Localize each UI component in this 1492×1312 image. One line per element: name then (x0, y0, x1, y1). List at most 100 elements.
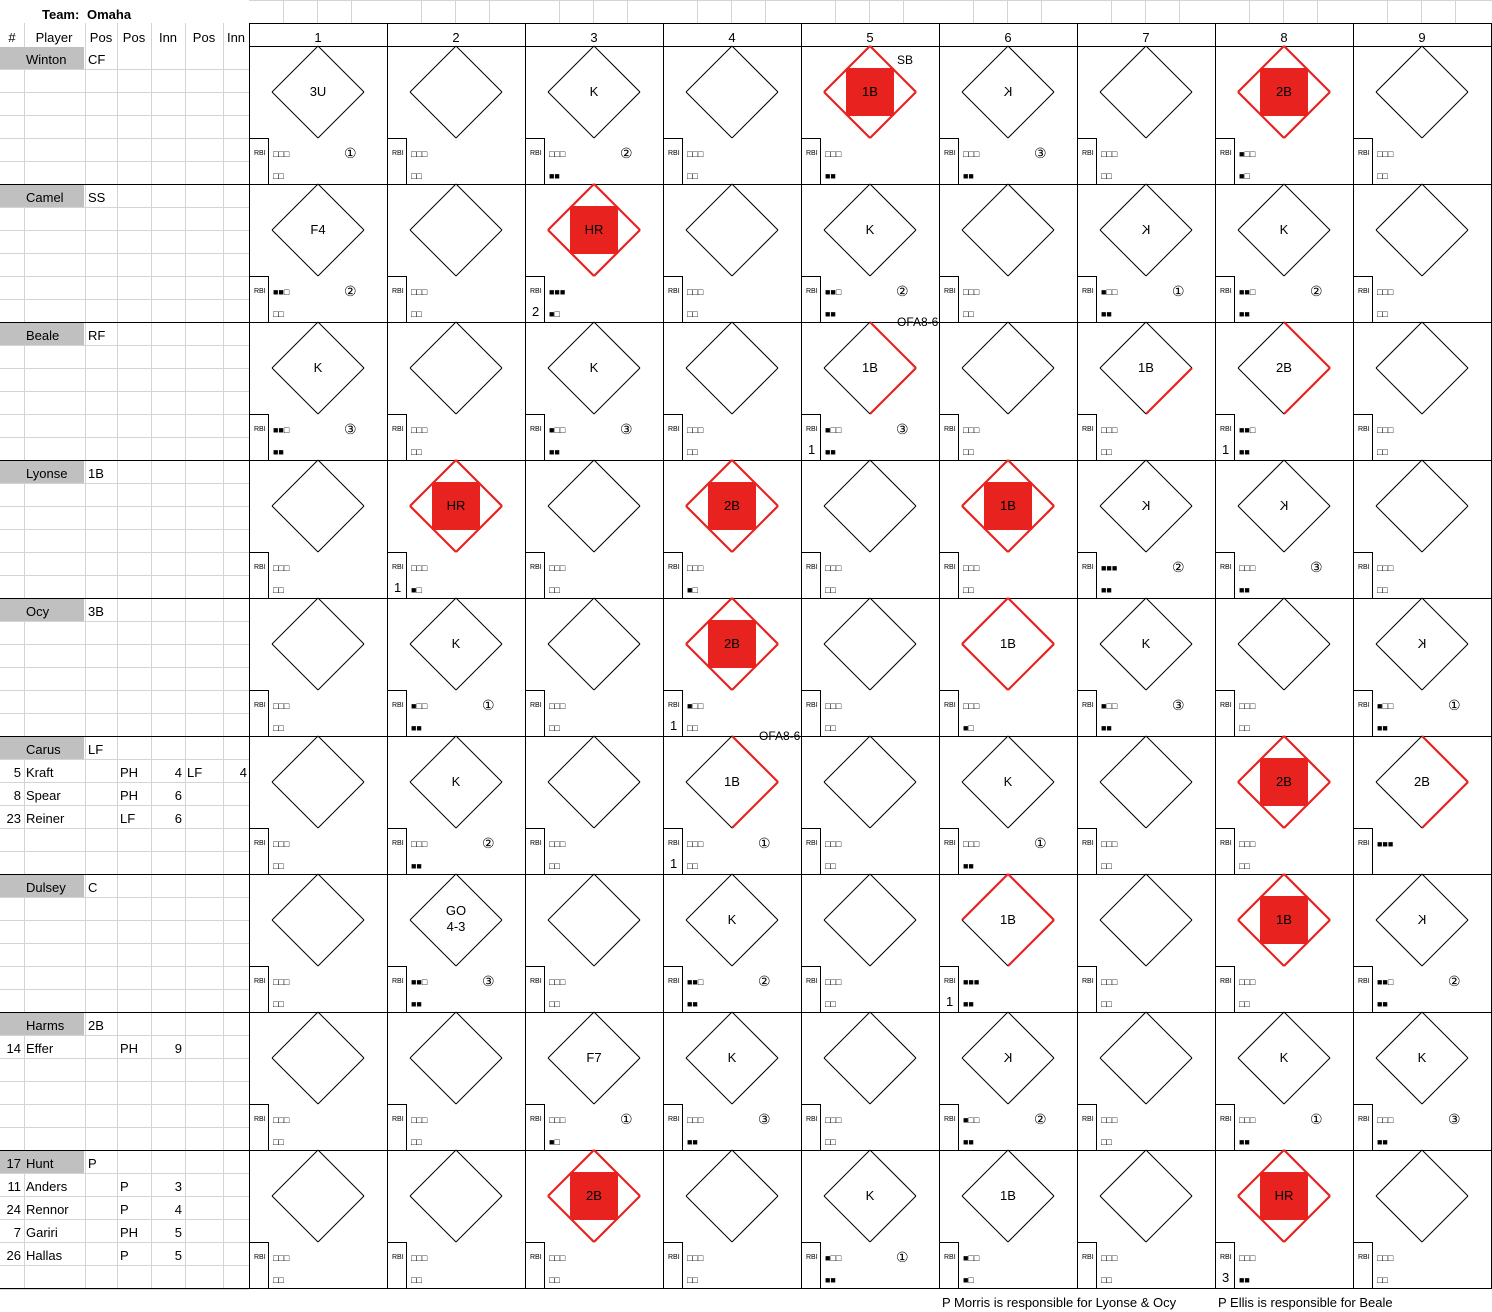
ball-count: ■□□ (963, 1115, 980, 1125)
basepath-line (1421, 367, 1469, 415)
basepath-line (1375, 367, 1423, 415)
ball-count: ■■□ (411, 977, 428, 987)
basepath-line (547, 781, 595, 829)
grid-line (0, 299, 249, 300)
rbi-box-border (268, 690, 269, 736)
rbi-box-border (249, 414, 269, 415)
basepath-line (409, 321, 457, 369)
basepath-line (823, 1011, 871, 1059)
rbi-box-border (1372, 138, 1373, 184)
strike-count: □□ (1377, 447, 1388, 457)
basepath-line (547, 321, 595, 369)
basepath-line (409, 597, 457, 645)
starter-highlight (0, 47, 84, 69)
rbi-label: RBI (1220, 564, 1232, 571)
out-number: ② (896, 283, 909, 299)
player-name: Carus (26, 742, 61, 757)
ball-count: ■□□ (687, 701, 704, 711)
basepath-line (823, 1149, 871, 1197)
base-diamond (1237, 1011, 1331, 1105)
rbi-label: RBI (1082, 426, 1094, 433)
header-player: Player (35, 30, 73, 45)
basepath-line (1145, 735, 1193, 783)
rbi-box-border (525, 138, 545, 139)
basepath-line (961, 1011, 1009, 1059)
basepath-line (317, 597, 365, 645)
rbi-box-border (1215, 1104, 1235, 1105)
ball-count: □□□ (411, 149, 428, 159)
out-number: ① (482, 697, 495, 713)
player-position: SS (88, 190, 106, 205)
rbi-label: RBI (530, 564, 542, 571)
base-diamond (685, 183, 779, 277)
strike-count: ■■ (1101, 585, 1112, 595)
basepath-line (1237, 367, 1285, 415)
out-number: ② (620, 145, 633, 161)
rbi-box-border (1077, 1242, 1097, 1243)
player-number: 5 (13, 765, 21, 780)
grid-line (0, 621, 249, 622)
strike-count: ■■ (1239, 309, 1250, 319)
base-diamond (685, 1011, 779, 1105)
basepath-line (869, 643, 917, 691)
grid-line (85, 23, 86, 1289)
out-number: ③ (1172, 697, 1185, 713)
basepath-line (547, 367, 595, 415)
rbi-box-border (525, 276, 545, 277)
basepath-line (685, 91, 733, 139)
strike-count: □□ (825, 1137, 836, 1147)
rbi-box-border (939, 690, 959, 691)
play-label: 1B (862, 84, 878, 99)
basepath-line (961, 735, 1009, 783)
basepath-run-line (961, 597, 1009, 645)
basepath-line (823, 1057, 871, 1105)
basepath-line (1421, 321, 1469, 369)
rbi-box-border (268, 966, 269, 1012)
rbi-box-border (1372, 1104, 1373, 1150)
ball-count: □□□ (687, 149, 704, 159)
starter-highlight (0, 737, 84, 759)
basepath-line (1145, 1011, 1193, 1059)
basepath-line (731, 91, 779, 139)
ball-count: □□□ (411, 563, 428, 573)
player-name: Effer (26, 1041, 54, 1056)
basepath-line (1007, 321, 1055, 369)
starter-highlight (0, 875, 84, 897)
basepath-run-line (1007, 873, 1055, 921)
basepath-line (731, 919, 779, 967)
grid-line (0, 529, 249, 530)
base-diamond (1375, 873, 1469, 967)
basepath-line (1237, 1057, 1285, 1105)
grid-line (317, 0, 318, 23)
basepath-line (823, 873, 871, 921)
rbi-label: RBI (944, 564, 956, 571)
grid-line (1007, 0, 1008, 23)
ball-count: □□□ (549, 701, 566, 711)
starter-highlight (0, 185, 84, 207)
basepath-line (1375, 45, 1423, 93)
ball-count: □□□ (1377, 425, 1394, 435)
grid-line (0, 667, 249, 668)
sub-inning: 4 (174, 1202, 182, 1217)
strike-count: □□ (411, 1275, 422, 1285)
base-diamond (1099, 597, 1193, 691)
basepath-line (685, 1011, 733, 1059)
ball-count: □□□ (273, 701, 290, 711)
basepath-line (271, 321, 319, 369)
rbi-box-border (682, 1104, 683, 1150)
rbi-box-border (801, 690, 821, 691)
rbi-label: RBI (1082, 150, 1094, 157)
ball-count: □□□ (825, 839, 842, 849)
basepath-line (271, 229, 319, 277)
base-diamond (961, 1149, 1055, 1243)
rbi-label: RBI (806, 702, 818, 709)
basepath-line (961, 1195, 1009, 1243)
base-diamond (547, 1149, 641, 1243)
strike-count: □□ (1101, 861, 1112, 871)
inning-header-8: 8 (1280, 30, 1288, 45)
base-diamond (823, 873, 917, 967)
player-number: 17 (6, 1156, 21, 1171)
strike-count: ■■ (549, 447, 560, 457)
basepath-line (823, 367, 871, 415)
rbi-box-border (1372, 828, 1373, 874)
